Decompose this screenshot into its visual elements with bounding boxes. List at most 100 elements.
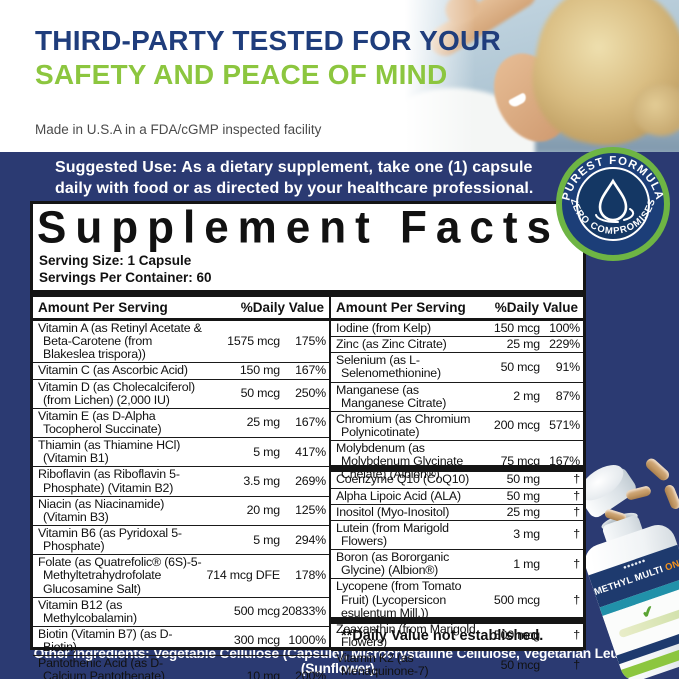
- ingredient-amount: 50 mcg: [240, 386, 281, 401]
- divider-thick: [331, 617, 583, 624]
- ingredient-amount: 3.5 mg: [243, 473, 280, 488]
- header-section: THIRD-PARTY TESTED FOR YOUR SAFETY AND P…: [0, 0, 679, 152]
- headline-line2: SAFETY AND PEACE OF MIND: [35, 58, 448, 90]
- ingredient-name: Selenium (as L-Selenomethionine): [336, 353, 441, 381]
- column-header-dv: %Daily Value: [240, 299, 324, 315]
- table-row: Vitamin D (as Cholecalciferol) (from Lic…: [33, 378, 329, 408]
- table-row: Iodine (from Kelp) 150 mcg 100%: [331, 321, 583, 336]
- ingredient-name: Vitamin A (as Retinyl Acetate & Beta-Car…: [38, 320, 202, 362]
- ingredient-amount: 1575 mcg: [227, 334, 280, 349]
- ingredient-name: Vitamin E (as D-Alpha Tocopherol Succina…: [38, 408, 162, 436]
- table-row: Vitamin A (as Retinyl Acetate & Beta-Car…: [33, 321, 329, 362]
- ingredient-dv: 167%: [295, 363, 326, 378]
- ingredient-name: Lutein (from Marigold Flowers): [336, 520, 449, 549]
- ingredient-amount: 10 mg: [246, 669, 281, 679]
- ingredient-dv: 250%: [295, 386, 326, 401]
- column-header: Amount Per Serving %Daily Value: [331, 297, 583, 318]
- servings-per-container: Servings Per Container: 60: [39, 270, 212, 286]
- ingredient-dv: 167%: [295, 415, 326, 430]
- ingredient-name: Boron (as Bororganic Glycine) (Albion®): [336, 550, 450, 578]
- ingredient-amount: 2 mg: [513, 389, 540, 404]
- ingredient-name: Thiamin (as Thiamine HCl) (Vitamin B1): [38, 438, 181, 466]
- table-row: Vitamin B12 (as Methylcobalamin) 500 mcg…: [33, 596, 329, 626]
- ingredient-name: Riboflavin (as Riboflavin 5-Phosphate) (…: [38, 467, 180, 495]
- table-row: Vitamin B6 (as Pyridoxal 5-Phosphate) 5 …: [33, 524, 329, 554]
- ingredient-amount: 25 mg: [506, 337, 541, 352]
- supplement-facts-panel: Supplement Facts Serving Size: 1 Capsule…: [30, 201, 586, 679]
- lifestyle-photo: [405, 0, 679, 152]
- photo-hair-bun: [633, 84, 679, 136]
- facts-columns: Amount Per Serving %Daily Value Vitamin …: [33, 296, 583, 679]
- ingredient-name: Inositol (Myo-Inositol): [336, 504, 450, 519]
- ingredient-dv: 91%: [555, 359, 580, 374]
- ingredient-name: Vitamin C (as Ascorbic Acid): [38, 363, 188, 378]
- ingredient-dv: †: [573, 488, 580, 503]
- table-row: Lutein (from Marigold Flowers) 3 mg †: [331, 519, 583, 549]
- ingredient-dv: †: [573, 628, 580, 643]
- right-rows-no-dv: Coenzyme Q10 (CoQ10) 50 mg † Alpha Lipoi…: [331, 472, 583, 678]
- divider-mid: [331, 317, 583, 321]
- suggested-use-line2: daily with food or as directed by your h…: [55, 179, 534, 197]
- ingredient-dv: 571%: [549, 418, 580, 433]
- ingredient-dv: 178%: [295, 568, 326, 583]
- ingredient-amount: 50 mg: [506, 488, 541, 503]
- column-header-amount: Amount Per Serving: [336, 299, 466, 315]
- ingredient-amount: 150 mg: [239, 363, 280, 378]
- table-row: Vitamin K2 (as Menaquinone-7) 50 mcg †: [331, 650, 583, 679]
- supplement-facts-title: Supplement Facts: [37, 201, 560, 253]
- table-row: Lycopene (from Tomato Fruit) (Lycopersic…: [331, 578, 583, 620]
- ingredient-name: Zeaxanthin (from Marigold Flowers): [336, 621, 476, 650]
- capsule: [643, 456, 672, 483]
- ingredient-amount: 50 mcg: [500, 657, 541, 672]
- made-in-usa-text: Made in U.S.A in a FDA/cGMP inspected fa…: [35, 122, 322, 137]
- ingredient-name: Folate (as Quatrefolic® (6S)-5-Methyltet…: [38, 555, 202, 596]
- table-row: Vitamin C (as Ascorbic Acid) 150 mg 167%: [33, 362, 329, 378]
- ingredient-amount: 5 mg: [253, 444, 280, 459]
- suggested-use: Suggested Use: As a dietary supplement, …: [55, 158, 533, 200]
- table-row: Vitamin E (as D-Alpha Tocopherol Succina…: [33, 407, 329, 437]
- ingredient-dv: 417%: [295, 444, 326, 459]
- ingredient-name: Vitamin D (as Cholecalciferol) (from Lic…: [38, 379, 195, 407]
- ingredient-dv: †: [573, 472, 580, 487]
- ingredient-amount: 500 mcg: [493, 628, 540, 643]
- right-rows-with-dv: Iodine (from Kelp) 150 mcg 100% Zinc (as…: [331, 321, 583, 481]
- ingredient-amount: 75 mcg: [500, 454, 541, 469]
- table-row: Selenium (as L-Selenomethionine) 50 mcg …: [331, 352, 583, 381]
- ingredient-dv: 125%: [295, 503, 326, 518]
- ingredient-name: Pantothenic Acid (as D-Calcium Pantothen…: [38, 656, 165, 679]
- ingredient-dv: 175%: [295, 334, 326, 349]
- badge-seal: PUREST FORMULA ZERO COMPROMISES: [556, 147, 670, 261]
- bottle-body: ●●●●●● METHYL MULTI ONE ✔: [580, 520, 679, 679]
- table-row: Coenzyme Q10 (CoQ10) 50 mg †: [331, 472, 583, 487]
- ingredient-name: Manganese (as Manganese Citrate): [336, 382, 447, 410]
- ingredient-amount: 150 mcg: [493, 320, 540, 335]
- ingredient-amount: 5 mg: [253, 532, 280, 547]
- ingredient-dv: 269%: [295, 473, 326, 488]
- serving-size: Serving Size: 1 Capsule: [39, 252, 192, 268]
- capsule: [663, 483, 679, 511]
- ingredient-amount: 50 mg: [506, 472, 541, 487]
- supplement-bottle: ●●●●●● METHYL MULTI ONE ✔: [575, 505, 679, 679]
- ingredient-name: Vitamin B12 (as Methylcobalamin): [38, 597, 137, 625]
- ingredient-name: Biotin (Vitamin B7) (as D-Biotin): [38, 626, 173, 655]
- ingredient-dv: †: [573, 527, 580, 542]
- ingredient-dv: 100%: [549, 320, 580, 335]
- ingredient-dv: 87%: [555, 389, 580, 404]
- left-rows: Vitamin A (as Retinyl Acetate & Beta-Car…: [33, 321, 329, 679]
- facts-column-left: Amount Per Serving %Daily Value Vitamin …: [33, 297, 329, 679]
- ingredient-amount: 25 mg: [506, 504, 541, 519]
- ingredient-dv: †: [573, 556, 580, 571]
- purest-formula-badge: PUREST FORMULA ZERO COMPROMISES: [556, 147, 670, 261]
- column-header-amount: Amount Per Serving: [38, 299, 168, 315]
- ingredient-name: Alpha Lipoic Acid (ALA): [336, 488, 461, 503]
- ingredient-name: Zinc (as Zinc Citrate): [336, 337, 447, 352]
- dv-footnote: **Daily Value not established.: [341, 628, 544, 644]
- table-row: Pantothenic Acid (as D-Calcium Pantothen…: [33, 655, 329, 679]
- table-row: Riboflavin (as Riboflavin 5-Phosphate) (…: [33, 466, 329, 495]
- table-row: Zinc (as Zinc Citrate) 25 mg 229%: [331, 336, 583, 352]
- water-drop-icon: [595, 178, 635, 224]
- ingredient-name: Lycopene (from Tomato Fruit) (Lycopersic…: [336, 579, 462, 620]
- ingredient-name: Niacin (as Niacinamide) (Vitamin B3): [38, 496, 165, 524]
- divider-thick: [331, 465, 583, 473]
